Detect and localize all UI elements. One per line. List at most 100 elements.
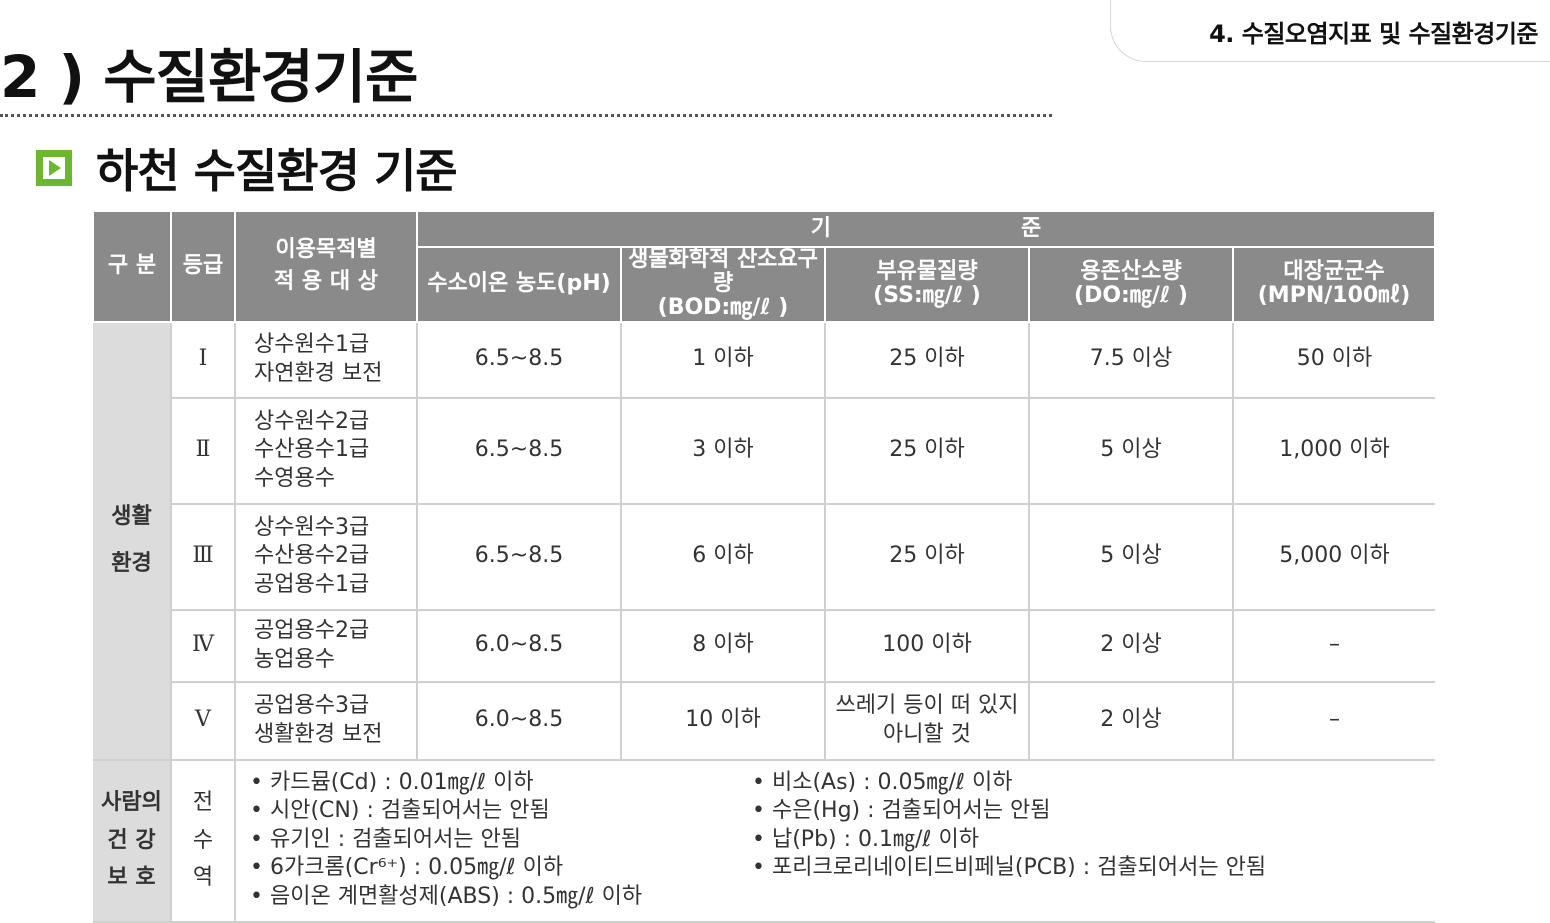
grade-cell: Ⅰ [171, 321, 236, 399]
header-criteria-left: 기 [810, 215, 831, 241]
header-ss-unit: (SS:㎎/ℓ ) [873, 283, 981, 309]
coliform-cell: 50 이하 [1233, 321, 1435, 399]
usage-line: 수산용수2급 [254, 543, 370, 569]
bod-cell: 6 이하 [621, 503, 826, 611]
title-divider [0, 114, 1052, 117]
usage-cell: 상수원수2급 수산용수1급 수영용수 [235, 397, 418, 505]
list-item: 음이온 계면활성제(ABS) : 0.5㎎/ℓ 이하 [250, 883, 738, 912]
header-category: 구 분 [92, 210, 172, 323]
grade-cell: Ⅳ [171, 609, 236, 683]
header-bod-unit: (BOD:㎎/ℓ ) [657, 295, 789, 321]
grade-cell: Ⅱ [171, 397, 236, 505]
health-label-line: 사람의 [101, 790, 162, 816]
coliform-cell: 1,000 이하 [1233, 397, 1435, 505]
ss-line: 쓰레기 등이 떠 있지 [835, 692, 1019, 718]
usage-line: 상수원수2급 [254, 408, 370, 434]
bod-cell: 1 이하 [621, 321, 826, 399]
ss-cell: 25 이하 [825, 397, 1030, 505]
header-do-unit: (DO:㎎/ℓ ) [1074, 283, 1188, 309]
list-item: 시안(CN) : 검출되어서는 안됨 [250, 797, 738, 826]
header-usage-line: 이용목적별 [275, 237, 377, 263]
list-item: 6가크롬(Cr⁶⁺) : 0.05㎎/ℓ 이하 [250, 854, 738, 883]
header-ph: 수소이온 농도(pH) [416, 246, 622, 323]
ss-cell: 쓰레기 등이 떠 있지 아니할 것 [825, 681, 1030, 761]
header-ph-label: 수소이온 농도(pH) [427, 271, 611, 297]
health-label-line: 건 강 [107, 827, 156, 853]
header-bod-label: 생물화학적 산소요구량 [628, 247, 818, 297]
ph-cell: 6.5~8.5 [417, 321, 622, 399]
page-title: 2 ) 수질환경기준 [0, 43, 418, 111]
usage-cell: 상수원수1급 자연환경 보전 [235, 321, 418, 399]
header-usage-line: 적 용 대 상 [274, 269, 378, 295]
ss-cell: 25 이하 [825, 503, 1030, 611]
usage-cell: 공업용수2급 농업용수 [235, 609, 418, 683]
list-item: 포리크로리네이티드비페닐(PCB) : 검출되어서는 안됨 [752, 854, 1266, 883]
usage-cell: 상수원수3급 수산용수2급 공업용수1급 [235, 503, 418, 611]
usage-line: 자연환경 보전 [254, 360, 383, 386]
usage-line: 농업용수 [254, 646, 335, 672]
health-row: 사람의 건 강 보 호 전 수 역 카드뮴(Cd) : 0.01㎎/ℓ 이하 시… [93, 759, 1435, 923]
header-do-label: 용존산소량 [1080, 259, 1182, 285]
coliform-cell: 5,000 이하 [1233, 503, 1435, 611]
header-coliform-label: 대장균군수 [1283, 259, 1385, 285]
header-coliform-unit: (MPN/100㎖) [1257, 283, 1411, 309]
health-protection-label: 사람의 건 강 보 호 [93, 759, 172, 923]
health-standards-list: 카드뮴(Cd) : 0.01㎎/ℓ 이하 시안(CN) : 검출되어서는 안됨 … [235, 759, 1435, 923]
coliform-cell: – [1233, 681, 1435, 761]
table-row: Ⅴ 공업용수3급 생활환경 보전 6.0~8.5 10 이하 쓰레기 등이 떠 … [93, 681, 1435, 761]
health-label-line: 보 호 [107, 865, 156, 891]
header-criteria-right: 준 [1021, 215, 1042, 241]
do-cell: 5 이상 [1029, 397, 1234, 505]
grade-cell: Ⅴ [171, 681, 236, 761]
ph-cell: 6.0~8.5 [417, 681, 622, 761]
do-cell: 2 이상 [1029, 609, 1234, 683]
living-env-label-line: 생활 [111, 503, 152, 529]
ph-cell: 6.5~8.5 [417, 503, 622, 611]
chapter-tab: 4. 수질오염지표 및 수질환경기준 [1110, 0, 1550, 62]
header-ss-label: 부유물질량 [876, 259, 978, 285]
living-env-label: 생활 환경 [93, 321, 172, 761]
usage-cell: 공업용수3급 생활환경 보전 [235, 681, 418, 761]
health-grade-label: 전 수 역 [171, 759, 236, 923]
section-heading: 하천 수질환경 기준 [36, 138, 458, 198]
grade-cell: Ⅲ [171, 503, 236, 611]
ss-line: 100 이하 [882, 632, 972, 658]
usage-line: 공업용수1급 [254, 571, 370, 597]
bod-cell: 8 이하 [621, 609, 826, 683]
list-item: 카드뮴(Cd) : 0.01㎎/ℓ 이하 [250, 769, 738, 798]
ph-cell: 6.0~8.5 [417, 609, 622, 683]
ss-line: 25 이하 [889, 437, 965, 463]
health-grade-line: 수 [192, 827, 214, 853]
header-usage: 이용목적별 적 용 대 상 [234, 210, 418, 323]
coliform-cell: – [1233, 609, 1435, 683]
living-env-label-line: 환경 [111, 550, 152, 576]
header-ss: 부유물질량 (SS:㎎/ℓ ) [824, 246, 1030, 323]
ph-cell: 6.5~8.5 [417, 397, 622, 505]
list-item: 비소(As) : 0.05㎎/ℓ 이하 [752, 769, 1266, 798]
section-heading-label: 하천 수질환경 기준 [96, 144, 458, 198]
header-grade: 등급 [170, 210, 236, 323]
health-grade-line: 역 [192, 865, 214, 891]
table-row: Ⅲ 상수원수3급 수산용수2급 공업용수1급 6.5~8.5 6 이하 25 이… [93, 503, 1435, 611]
usage-line: 상수원수3급 [254, 514, 370, 540]
ss-cell: 25 이하 [825, 321, 1030, 399]
usage-line: 공업용수3급 [254, 692, 370, 718]
ss-line: 아니할 것 [883, 721, 971, 747]
bod-cell: 3 이하 [621, 397, 826, 505]
header-bod: 생물화학적 산소요구량 (BOD:㎎/ℓ ) [620, 246, 826, 323]
usage-line: 상수원수1급 [254, 331, 370, 357]
do-cell: 7.5 이상 [1029, 321, 1234, 399]
table-row: Ⅱ 상수원수2급 수산용수1급 수영용수 6.5~8.5 3 이하 25 이하 … [93, 397, 1435, 505]
table-row: 생활 환경 Ⅰ 상수원수1급 자연환경 보전 6.5~8.5 1 이하 25 이… [93, 321, 1435, 761]
usage-line: 공업용수2급 [254, 617, 370, 643]
health-list-left: 카드뮴(Cd) : 0.01㎎/ℓ 이하 시안(CN) : 검출되어서는 안됨 … [236, 769, 738, 912]
usage-line: 수영용수 [254, 465, 335, 491]
ss-line: 25 이하 [889, 543, 965, 569]
ss-line: 25 이하 [889, 346, 965, 372]
list-item: 납(Pb) : 0.1㎎/ℓ 이하 [752, 826, 1266, 855]
ss-cell: 100 이하 [825, 609, 1030, 683]
usage-line: 생활환경 보전 [254, 721, 383, 747]
table-row: Ⅳ 공업용수2급 농업용수 6.0~8.5 8 이하 100 이하 2 이상 – [93, 609, 1435, 683]
